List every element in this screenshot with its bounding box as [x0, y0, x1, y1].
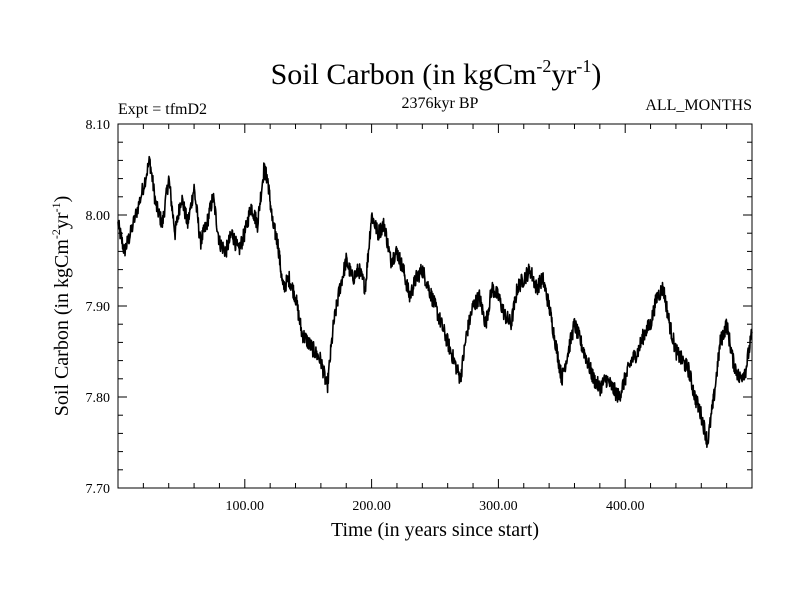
x-tick-label: 400.00 — [606, 499, 645, 514]
x-axis-label: Time (in years since start) — [331, 519, 539, 541]
period-label: 2376kyr BP — [402, 95, 479, 112]
y-tick-label: 8.10 — [86, 118, 111, 133]
x-tick-label: 200.00 — [352, 499, 391, 514]
y-tick-label: 8.00 — [86, 209, 111, 224]
y-tick-labels: 7.70 7.80 7.90 8.00 8.10 — [86, 118, 111, 497]
months-label: ALL_MONTHS — [645, 97, 752, 114]
y-axis-label: Soil Carbon (in kgCm-2yr-1) — [49, 196, 73, 417]
y-tick-label: 7.90 — [86, 300, 111, 315]
experiment-label: Expt = tfmD2 — [118, 101, 207, 118]
series-line — [117, 155, 753, 448]
x-tick-label: 300.00 — [479, 499, 518, 514]
y-tick-label: 7.80 — [86, 391, 111, 406]
x-tick-label: 100.00 — [226, 499, 265, 514]
x-tick-labels: 100.00 200.00 300.00 400.00 — [226, 499, 645, 514]
tick-marks — [117, 123, 753, 489]
y-tick-label: 7.70 — [86, 482, 111, 497]
chart-title: Soil Carbon (in kgCm-2yr-1) — [271, 56, 602, 91]
